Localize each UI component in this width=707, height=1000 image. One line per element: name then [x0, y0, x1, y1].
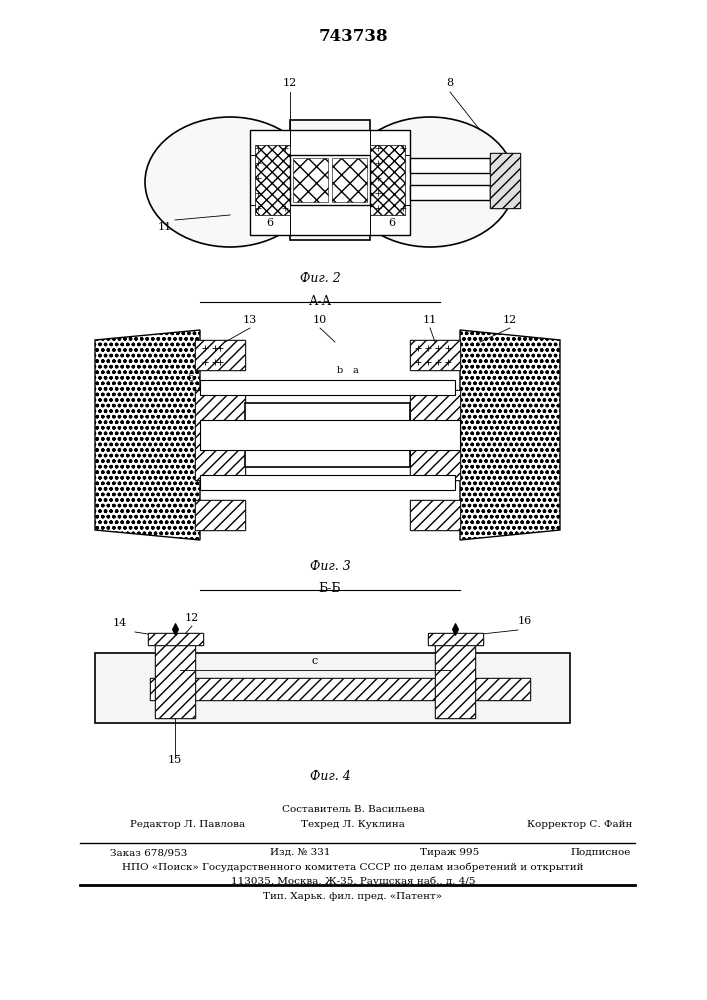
Bar — [435, 638, 475, 718]
Bar — [490, 153, 520, 208]
Text: 12: 12 — [503, 315, 517, 325]
Bar — [148, 633, 203, 645]
Text: 12: 12 — [185, 613, 199, 623]
Text: 113035, Москва, Ж-35, Раушская наб., д. 4/5: 113035, Москва, Ж-35, Раушская наб., д. … — [230, 876, 475, 886]
Bar — [155, 638, 195, 718]
Bar — [195, 500, 245, 530]
Bar — [428, 633, 483, 645]
Bar — [370, 145, 405, 215]
Ellipse shape — [145, 117, 315, 247]
Text: Подписное: Подписное — [570, 848, 631, 857]
Bar — [410, 390, 460, 480]
Bar — [410, 390, 460, 480]
Polygon shape — [95, 330, 200, 540]
Polygon shape — [460, 330, 560, 540]
Bar — [148, 633, 203, 645]
Text: А-А: А-А — [308, 295, 332, 308]
Text: Тип. Харьк. фил. пред. «Патент»: Тип. Харьк. фил. пред. «Патент» — [264, 892, 443, 901]
Text: 10: 10 — [313, 315, 327, 325]
Text: Фиг. 2: Фиг. 2 — [300, 272, 340, 285]
Bar — [195, 340, 245, 370]
Text: НПО «Поиск» Государственного комитета СССР по делам изобретений и открытий: НПО «Поиск» Государственного комитета СС… — [122, 863, 584, 872]
Bar — [290, 120, 370, 240]
Text: b: b — [337, 366, 343, 375]
Text: Редактор Л. Павлова: Редактор Л. Павлова — [130, 820, 245, 829]
Text: 5: 5 — [188, 373, 195, 383]
Text: c: c — [312, 656, 318, 666]
Bar — [410, 500, 460, 530]
Bar — [410, 340, 460, 370]
Bar — [410, 340, 460, 370]
Bar — [255, 145, 290, 215]
Text: a: a — [352, 366, 358, 375]
Text: 12: 12 — [283, 78, 297, 88]
Bar — [293, 158, 328, 202]
Bar — [195, 390, 245, 480]
Text: Тираж 995: Тираж 995 — [420, 848, 479, 857]
Ellipse shape — [345, 117, 515, 247]
Text: Фиг. 3: Фиг. 3 — [310, 560, 351, 573]
Text: Техред Л. Куклина: Техред Л. Куклина — [301, 820, 405, 829]
Bar — [195, 390, 245, 480]
Text: Заказ 678/953: Заказ 678/953 — [110, 848, 187, 857]
Text: 8: 8 — [446, 78, 454, 88]
Bar — [195, 500, 245, 530]
Bar — [410, 500, 460, 530]
Bar — [435, 638, 475, 718]
Bar — [200, 475, 455, 490]
Bar — [290, 155, 370, 205]
Text: 14: 14 — [113, 618, 127, 628]
Bar — [410, 158, 490, 173]
Text: Изд. № 331: Изд. № 331 — [270, 848, 330, 857]
Bar — [332, 158, 367, 202]
Bar — [490, 153, 520, 208]
Text: 6: 6 — [388, 218, 395, 228]
Text: 16: 16 — [518, 616, 532, 626]
Bar — [200, 420, 460, 450]
Bar — [195, 340, 245, 370]
Text: 13: 13 — [243, 315, 257, 325]
Bar — [150, 678, 530, 700]
Bar — [250, 130, 410, 235]
Text: 15: 15 — [168, 755, 182, 765]
Text: 11: 11 — [423, 315, 437, 325]
Text: Корректор С. Файн: Корректор С. Файн — [527, 820, 633, 829]
Bar — [155, 638, 195, 718]
Text: Б-Б: Б-Б — [319, 582, 341, 595]
Bar — [410, 185, 490, 200]
Bar — [428, 633, 483, 645]
Text: 743738: 743738 — [318, 28, 388, 45]
Text: 11: 11 — [158, 222, 172, 232]
Text: Фиг. 4: Фиг. 4 — [310, 770, 351, 783]
Bar — [245, 403, 410, 467]
Text: Составитель В. Васильева: Составитель В. Васильева — [281, 805, 424, 814]
Bar — [95, 653, 570, 723]
Bar — [150, 678, 530, 700]
Bar — [200, 380, 455, 395]
Text: 6: 6 — [267, 218, 274, 228]
